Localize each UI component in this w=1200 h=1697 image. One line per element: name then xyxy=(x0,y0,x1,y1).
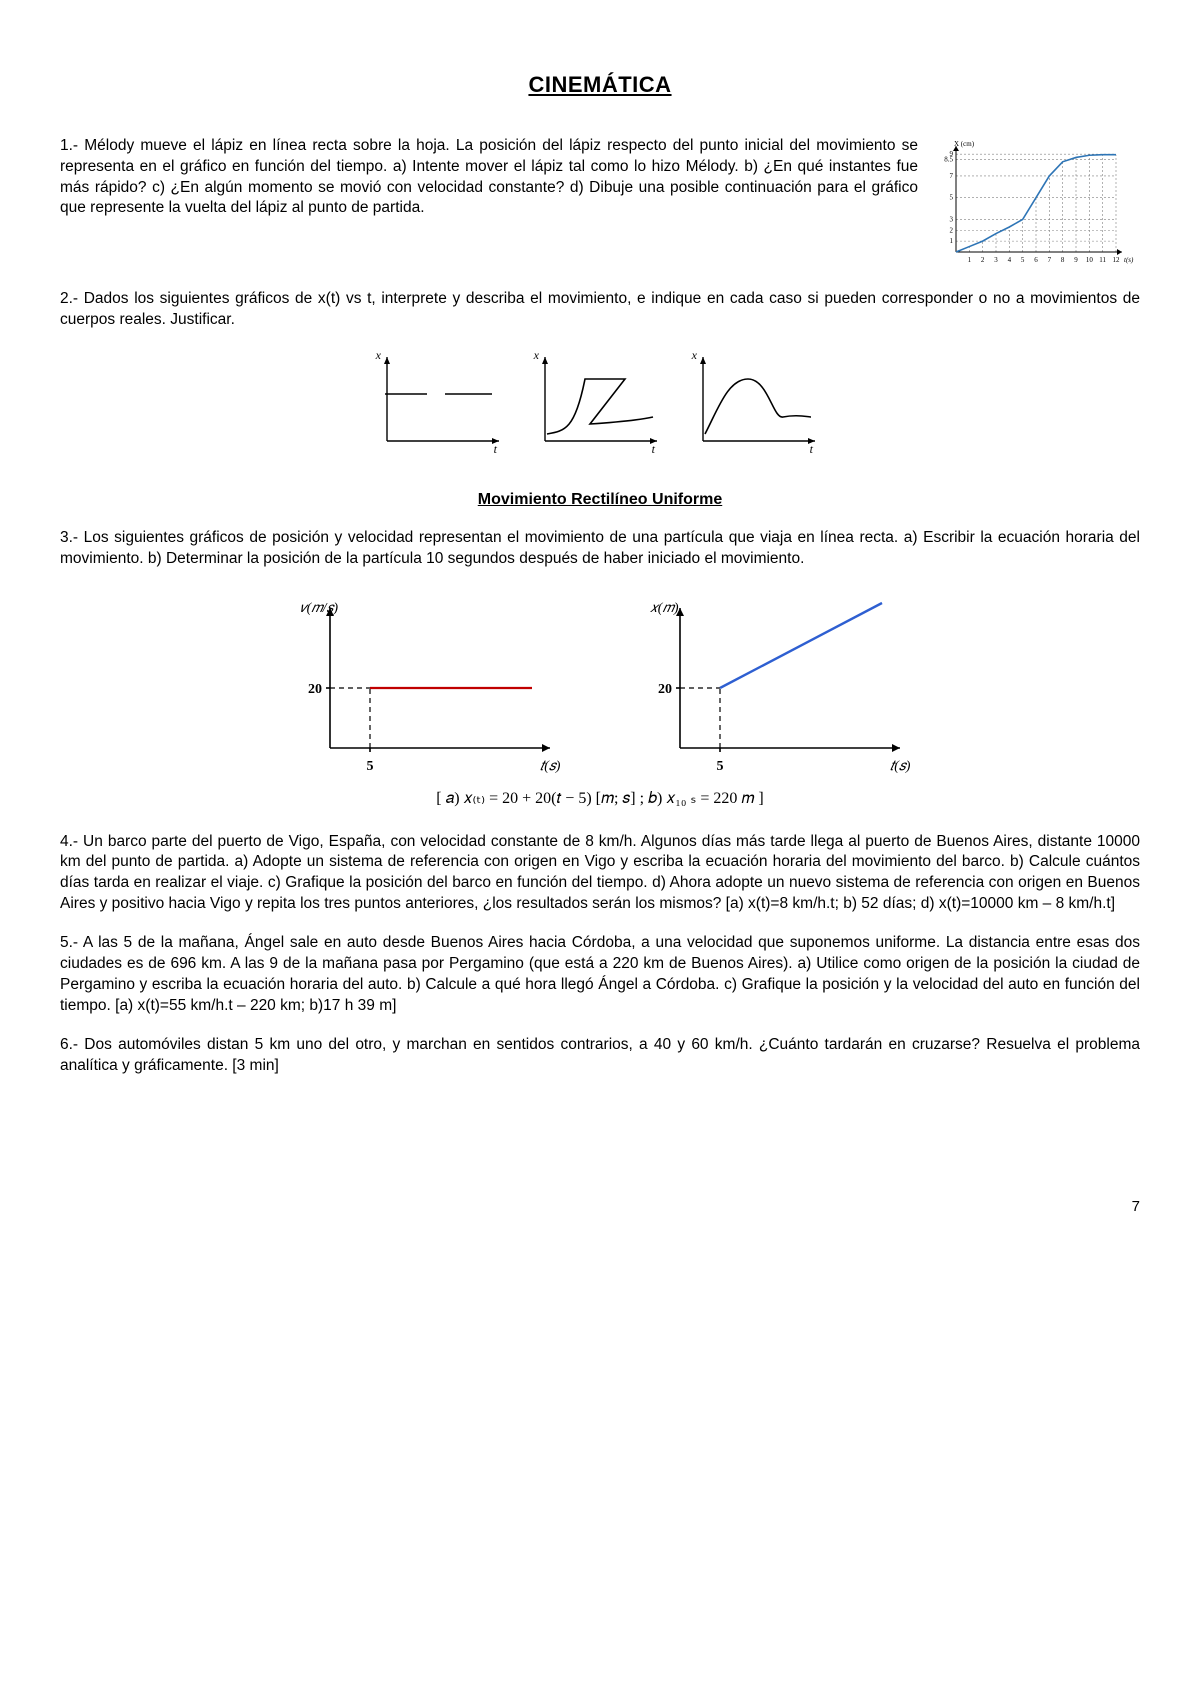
svg-text:5: 5 xyxy=(717,759,724,774)
svg-text:3: 3 xyxy=(994,256,998,264)
q2-graph-b: xt xyxy=(525,349,675,459)
svg-text:t: t xyxy=(494,442,498,456)
svg-text:5: 5 xyxy=(367,759,374,774)
svg-text:11: 11 xyxy=(1099,256,1106,264)
page-title: CINEMÁTICA xyxy=(60,70,1140,100)
svg-text:6: 6 xyxy=(1034,256,1038,264)
svg-text:12: 12 xyxy=(1113,256,1121,264)
svg-text:3: 3 xyxy=(950,215,954,223)
svg-text:𝑣(𝑚/𝑠): 𝑣(𝑚/𝑠) xyxy=(300,601,338,616)
svg-text:2: 2 xyxy=(950,226,954,234)
svg-text:20: 20 xyxy=(658,682,672,697)
q1-graph: 123456789101112123578.59X (cm)t(s) xyxy=(930,136,1140,271)
svg-text:X (cm): X (cm) xyxy=(954,140,975,148)
svg-text:2: 2 xyxy=(981,256,985,264)
q2-graph-a: xt xyxy=(367,349,517,459)
svg-text:20: 20 xyxy=(308,682,322,697)
svg-text:x: x xyxy=(691,349,698,362)
svg-text:1: 1 xyxy=(950,237,954,245)
svg-text:7: 7 xyxy=(1048,256,1052,264)
svg-text:9: 9 xyxy=(1074,256,1078,264)
svg-text:4: 4 xyxy=(1008,256,1012,264)
q3-graph-v: 𝑣(𝑚/𝑠) 𝑡(𝑠) 20 5 xyxy=(275,588,575,778)
q2-graphs: xt xt xt xyxy=(60,349,1140,459)
svg-text:𝑥(𝑚): 𝑥(𝑚) xyxy=(650,601,679,616)
svg-text:t: t xyxy=(652,442,656,456)
question-3: 3.- Los siguientes gráficos de posición … xyxy=(60,528,1140,570)
page-number: 7 xyxy=(60,1197,1140,1217)
svg-text:𝑡(𝑠): 𝑡(𝑠) xyxy=(540,759,561,774)
svg-text:x: x xyxy=(533,349,540,362)
q3-graph-x: 𝑥(𝑚) 𝑡(𝑠) 20 5 xyxy=(625,588,925,778)
svg-text:1: 1 xyxy=(968,256,972,264)
question-1: 1.- Mélody mueve el lápiz en línea recta… xyxy=(60,136,918,220)
question-6: 6.- Dos automóviles distan 5 km uno del … xyxy=(60,1035,1140,1077)
svg-text:t: t xyxy=(810,442,814,456)
subtitle-mru: Movimiento Rectilíneo Uniforme xyxy=(60,489,1140,511)
svg-text:10: 10 xyxy=(1086,256,1094,264)
svg-text:5: 5 xyxy=(950,193,954,201)
svg-text:9: 9 xyxy=(950,150,954,158)
svg-text:7: 7 xyxy=(950,172,954,180)
question-5: 5.- A las 5 de la mañana, Ángel sale en … xyxy=(60,933,1140,1017)
question-2: 2.- Dados los siguientes gráficos de x(t… xyxy=(60,289,1140,331)
q3-graphs: 𝑣(𝑚/𝑠) 𝑡(𝑠) 20 5 𝑥(𝑚) 𝑡(𝑠) 20 5 xyxy=(60,588,1140,778)
svg-text:8: 8 xyxy=(1061,256,1065,264)
svg-text:t(s): t(s) xyxy=(1124,256,1134,264)
question-4: 4.- Un barco parte del puerto de Vigo, E… xyxy=(60,832,1140,916)
svg-text:x: x xyxy=(375,349,382,362)
svg-text:5: 5 xyxy=(1021,256,1025,264)
q2-graph-c: xt xyxy=(683,349,833,459)
svg-text:𝑡(𝑠): 𝑡(𝑠) xyxy=(890,759,911,774)
q3-answer: [ 𝑎) 𝑥₍ₜ₎ = 20 + 20(𝑡 − 5) [𝑚; 𝑠] ; 𝑏) 𝑥… xyxy=(60,788,1140,810)
